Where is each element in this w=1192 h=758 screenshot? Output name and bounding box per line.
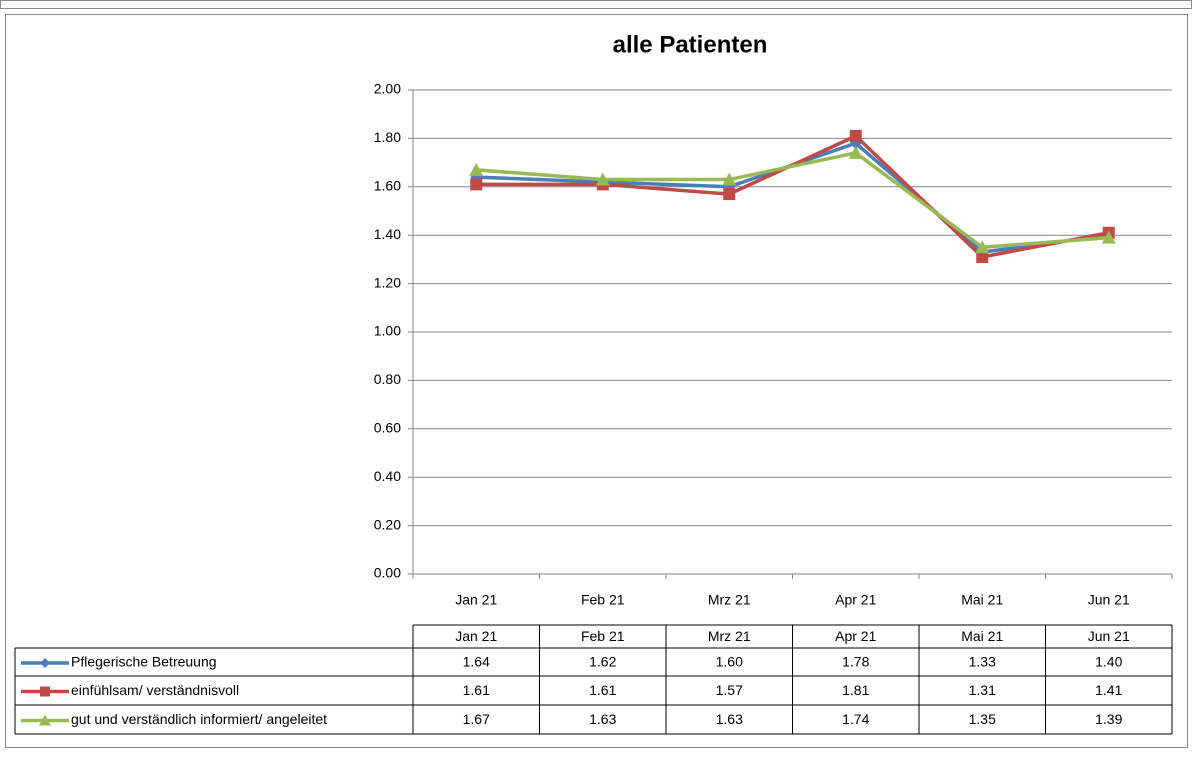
marker [39,714,51,726]
x-tick-label: Jun 21 [1088,592,1130,608]
marker [595,172,610,186]
y-tick-label: 0.40 [374,468,401,484]
table-value: 1.31 [969,682,996,698]
table-value: 1.78 [842,654,869,670]
table-header: Apr 21 [835,628,876,644]
marker [40,658,50,668]
y-tick-label: 0.60 [374,420,401,436]
x-tick-label: Feb 21 [581,592,625,608]
table-value: 1.63 [716,711,743,727]
y-tick-label: 0.00 [374,565,401,581]
marker [723,188,736,201]
marker [975,240,990,254]
marker [470,178,483,191]
y-tick-label: 1.00 [374,323,401,339]
x-tick-label: Jan 21 [455,592,497,608]
y-tick-label: 2.00 [374,81,401,97]
table-header: Mrz 21 [708,628,751,644]
y-tick-label: 0.20 [374,516,401,532]
table-value: 1.39 [1095,711,1122,727]
table-header: Jan 21 [455,628,497,644]
table-value: 1.64 [463,654,490,670]
frame [0,0,1192,9]
marker [848,145,863,159]
table-value: 1.35 [969,711,996,727]
table-value: 1.67 [463,711,490,727]
table-value: 1.41 [1095,682,1122,698]
table-value: 1.61 [463,682,490,698]
line [476,151,1109,250]
table-value: 1.62 [589,654,616,670]
legend-label: einfühlsam/ verständnisvoll [71,682,239,698]
marker [1101,230,1116,244]
table-value: 1.74 [842,711,869,727]
legend-label: Pflegerische Betreuung [71,654,217,670]
marker [976,250,989,263]
y-tick-label: 1.60 [374,178,401,194]
marker [40,686,50,697]
table-value: 1.81 [842,682,869,698]
y-tick-label: 1.20 [374,274,401,290]
marker [722,172,737,186]
x-tick-label: Mrz 21 [708,592,751,608]
y-tick-label: 1.80 [374,129,401,145]
table-value: 1.40 [1095,654,1122,670]
table-header: Mai 21 [961,628,1003,644]
marker [849,129,862,142]
y-tick-label: 1.40 [374,226,401,242]
legend-label: gut und verständlich informiert/ angelei… [71,711,327,727]
table-value: 1.60 [716,654,743,670]
x-tick-label: Apr 21 [835,592,876,608]
table-value: 1.61 [589,682,616,698]
marker [469,162,484,176]
table-value: 1.33 [969,654,996,670]
table-header: Feb 21 [581,628,625,644]
chart-title: alle Patienten [613,31,768,58]
table-value: 1.57 [716,682,743,698]
y-tick-label: 0.80 [374,371,401,387]
table-value: 1.63 [589,711,616,727]
table-header: Jun 21 [1088,628,1130,644]
x-tick-label: Mai 21 [961,592,1003,608]
